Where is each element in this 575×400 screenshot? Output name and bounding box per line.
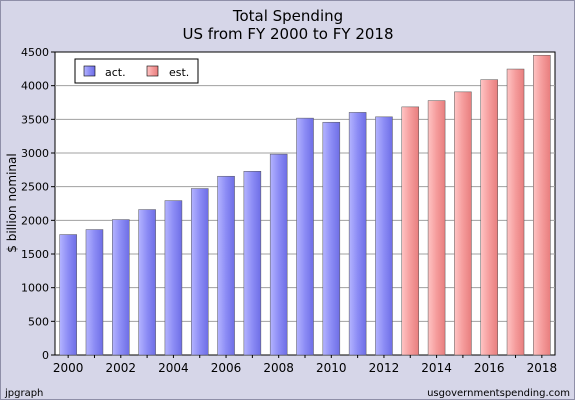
- bar-act-2012: [375, 116, 393, 356]
- legend-label-act: act.: [105, 66, 126, 79]
- y-tick-label: 4000: [21, 80, 49, 93]
- chart-title: Total Spending: [232, 7, 343, 25]
- legend-label-est: est.: [169, 66, 189, 79]
- x-tick-label: 2018: [527, 361, 558, 375]
- x-tick-label: 2014: [421, 361, 452, 375]
- bar-act-2006: [217, 175, 235, 356]
- x-tick-label: 2016: [474, 361, 505, 375]
- axes: 0 500 1000 1500 2000 2500 3000 3500 4000 4500 2000…: [21, 46, 557, 375]
- bar-act-2010: [322, 121, 341, 356]
- chart-subtitle: US from FY 2000 to FY 2018: [182, 25, 393, 43]
- bar-est-2017: [506, 68, 525, 356]
- y-tick-label: 4500: [21, 46, 49, 59]
- bar-est-2018: [533, 54, 551, 356]
- legend-box: [74, 58, 199, 84]
- y-tick-label: 3500: [21, 113, 49, 126]
- y-tick-label: 1000: [21, 282, 49, 295]
- bar-act-2008: [269, 153, 288, 356]
- bars: [59, 54, 551, 356]
- x-tick-label: 2004: [158, 361, 189, 375]
- x-tick-label: 2000: [53, 361, 84, 375]
- x-tick-label: 2002: [106, 361, 137, 375]
- bar-act-2007: [243, 171, 262, 356]
- bar-est-2015: [454, 91, 472, 356]
- y-tick-label: 2000: [21, 214, 49, 227]
- y-tick-label: 1500: [21, 248, 49, 261]
- y-tick-label: 0: [42, 349, 49, 362]
- footer-credit-right: usgovernmentspending.com: [427, 388, 570, 399]
- bar-act-2001: [85, 229, 104, 356]
- legend: act. est.: [74, 58, 199, 84]
- bar-act-2002: [112, 219, 130, 356]
- x-tick-label: 2008: [263, 361, 294, 375]
- bar-est-2016: [480, 79, 498, 356]
- y-tick-label: 3000: [21, 147, 49, 160]
- bar-act-2005: [190, 188, 209, 356]
- bar-act-2004: [164, 200, 183, 356]
- y-axis-label: $ billion nominal: [5, 153, 19, 252]
- x-tick-label: 2012: [369, 361, 400, 375]
- legend-swatch-act: [83, 65, 96, 77]
- x-tick-label: 2010: [316, 361, 347, 375]
- y-tick-label: 2500: [21, 181, 49, 194]
- bar-est-2014: [427, 100, 446, 356]
- x-tick-label: 2006: [211, 361, 242, 375]
- y-tick-label: 500: [28, 315, 49, 328]
- footer-credit-left: jpgraph: [4, 388, 43, 399]
- bar-act-2003: [138, 209, 156, 356]
- bar-est-2013: [401, 106, 420, 356]
- legend-swatch-est: [146, 65, 159, 77]
- bar-act-2009: [296, 117, 314, 356]
- bar-act-2011: [348, 112, 367, 356]
- bar-act-2000: [59, 234, 77, 356]
